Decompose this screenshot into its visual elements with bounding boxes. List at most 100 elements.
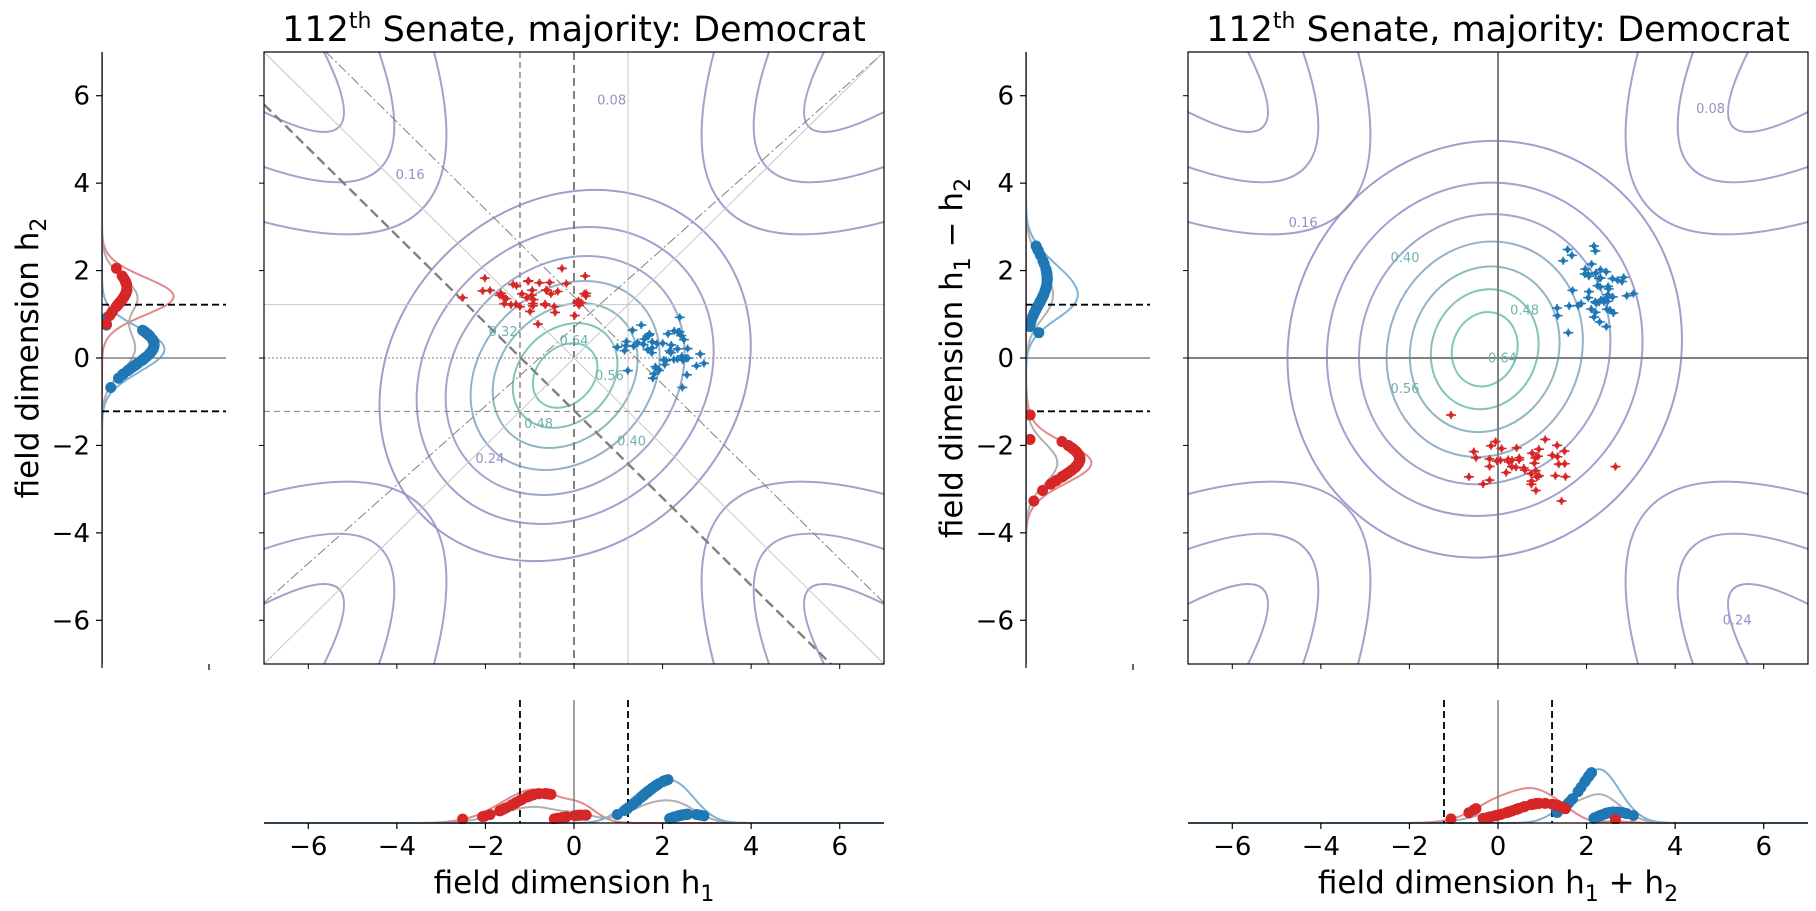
y-tick-labels: 6 4 2 0 −2 −4 −6 6 4 2 0 −2 −4 −6 <box>52 82 1014 637</box>
marginal-point <box>548 813 560 824</box>
scatter-point-democrat <box>1597 319 1603 325</box>
contour-arm <box>264 480 448 664</box>
marginal-point <box>1500 807 1512 819</box>
right-side-marginal <box>1020 52 1188 670</box>
scatter-point-republican <box>1521 465 1527 471</box>
scatter-point-democrat <box>1594 283 1601 289</box>
contour-label: 0.24 <box>475 452 504 467</box>
scatter-point-democrat <box>654 366 660 372</box>
y-tick-label: 2 <box>997 257 1014 287</box>
right-scatter-points <box>1446 242 1639 505</box>
contour-ring <box>1429 288 1540 411</box>
scatter-point-democrat <box>668 350 674 356</box>
scatter-point-democrat <box>629 327 636 333</box>
contour-ring <box>1286 139 1683 559</box>
marginal-point <box>637 790 649 802</box>
contour-arm <box>264 52 396 184</box>
marginal-point <box>1546 798 1558 810</box>
scatter-point-republican <box>1513 445 1520 451</box>
marginal-point <box>619 804 631 816</box>
side-point <box>1038 258 1050 270</box>
y-tick-label: −2 <box>52 431 90 461</box>
scatter-point-republican <box>498 290 504 296</box>
scatter-point-democrat <box>1597 267 1604 273</box>
contour-label: 0.56 <box>1391 382 1420 397</box>
scatter-point-democrat <box>1585 295 1591 301</box>
y-tick-label: 2 <box>73 257 90 287</box>
contour-arm <box>803 583 884 664</box>
scatter-point-republican <box>1486 477 1493 483</box>
scatter-point-democrat <box>649 339 655 345</box>
left-xlabel: field dimension h1 <box>434 865 715 907</box>
side-point <box>1032 243 1044 255</box>
scatter-point-democrat <box>1592 309 1599 315</box>
contour-label: 0.64 <box>560 334 589 349</box>
contour-arm <box>264 52 345 133</box>
scatter-point-republican <box>1528 471 1534 477</box>
contour-label: 0.56 <box>595 369 624 384</box>
right-bottom-marginal <box>1188 664 1808 829</box>
side-point <box>136 354 148 366</box>
contour-label: 0.40 <box>1391 251 1420 266</box>
scatter-point-democrat <box>1609 275 1616 282</box>
marginal-point <box>658 775 670 787</box>
scatter-point-republican <box>1516 455 1522 461</box>
scatter-point-democrat <box>1603 324 1609 330</box>
scatter-point-democrat <box>631 343 637 349</box>
scatter-point-democrat <box>697 351 703 357</box>
ref-line-diag2 <box>264 52 884 604</box>
y-tick-label: 0 <box>997 344 1014 374</box>
marginal-point <box>1477 812 1489 824</box>
side-point <box>1063 440 1075 452</box>
ref-line-diag4 <box>264 52 884 664</box>
scatter-point-republican <box>482 275 488 281</box>
scatter-point-republican <box>559 265 565 271</box>
side-point <box>1026 409 1036 421</box>
y-tick-label: −4 <box>976 519 1014 549</box>
marginal-point <box>507 798 519 810</box>
scatter-point-republican <box>555 288 561 295</box>
contour-label: 0.16 <box>396 168 425 183</box>
left-main-panel: 0.08 0.16 0.24 0.32 0.40 0.48 0.56 0.64 <box>263 51 885 665</box>
right-contour-labels: 0.08 0.16 0.24 0.40 0.48 0.56 0.64 <box>1289 102 1752 628</box>
scatter-point-democrat <box>1603 269 1609 275</box>
contour-arm <box>803 52 884 133</box>
contour-ring <box>444 254 686 496</box>
marginal-point <box>1511 803 1523 815</box>
x-tick-label: 6 <box>831 832 848 862</box>
contour-arm <box>264 532 396 664</box>
contour-ring <box>1408 265 1561 434</box>
scatter-point-republican <box>524 295 530 301</box>
scatter-point-republican <box>525 278 531 284</box>
side-point <box>1037 485 1049 497</box>
contour-arm <box>1727 583 1808 664</box>
y-tick-label: 6 <box>73 82 90 112</box>
scatter-point-democrat <box>1605 292 1611 298</box>
contour-ring <box>511 322 619 429</box>
contour-arm <box>1188 583 1269 664</box>
scatter-point-republican <box>1503 469 1509 476</box>
side-point <box>120 287 132 299</box>
contour-arm <box>752 52 884 184</box>
scatter-point-republican <box>1533 468 1539 474</box>
contour-ring <box>1358 213 1612 486</box>
right-reference-lines <box>1188 52 1808 664</box>
contour-arm <box>752 532 884 664</box>
scatter-point-democrat <box>693 363 700 369</box>
left-contour-labels: 0.08 0.16 0.24 0.32 0.40 0.48 0.56 0.64 <box>396 93 646 466</box>
scatter-point-democrat <box>701 360 707 366</box>
contour-label: 0.16 <box>1289 216 1318 231</box>
marginal-point <box>495 804 507 816</box>
y-tick-label: 6 <box>997 82 1014 112</box>
scatter-point-republican <box>1528 478 1535 484</box>
scatter-point-republican <box>1554 442 1560 448</box>
scatter-point-democrat <box>1554 305 1560 311</box>
x-tick-label: 4 <box>1667 832 1684 862</box>
contour-ring <box>1385 240 1584 459</box>
contour-arm <box>1727 52 1808 133</box>
contour-label: 0.40 <box>617 434 646 449</box>
scatter-point-democrat <box>1630 290 1636 297</box>
scatter-point-republican <box>487 287 493 294</box>
scatter-point-republican <box>1562 474 1569 480</box>
scatter-point-republican <box>1494 458 1500 464</box>
